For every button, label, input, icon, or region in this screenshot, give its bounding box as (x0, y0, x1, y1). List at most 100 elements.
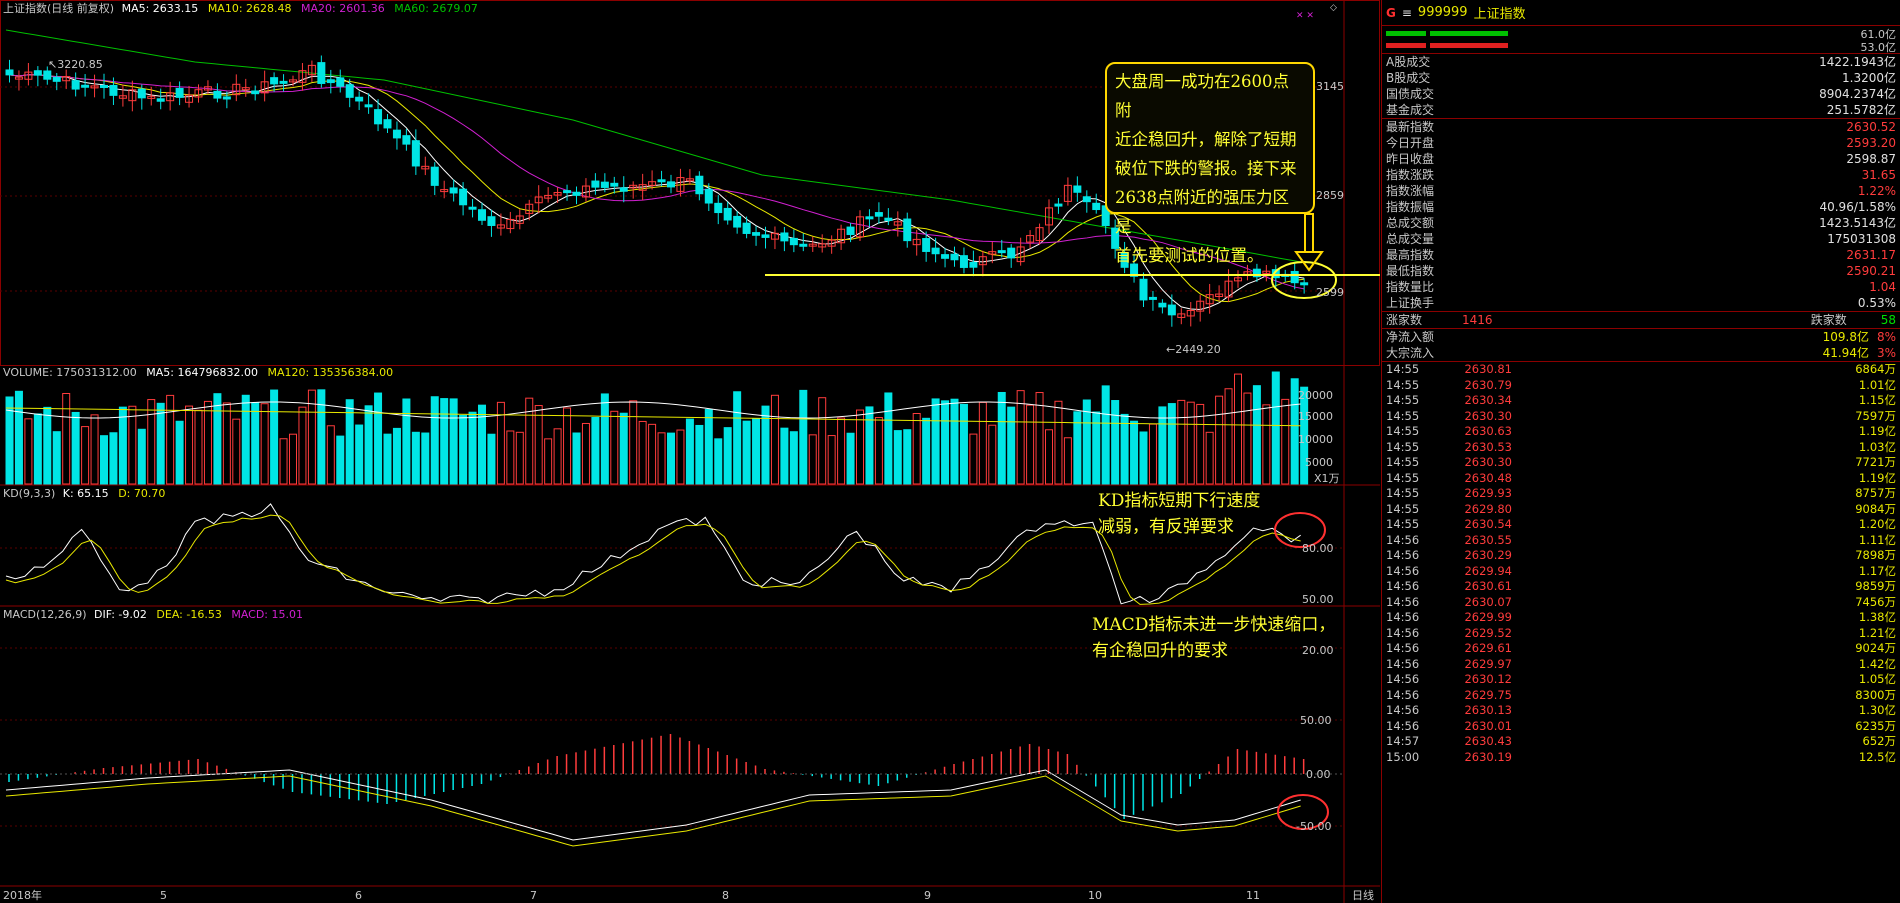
breadth-row: 涨家数 1416 跌家数 58 (1386, 313, 1896, 327)
tick-price: 2630.19 (1464, 749, 1512, 764)
chart-area[interactable]: ↖3220.85 ←2449.20 3145 2859 2599 20000 1… (0, 0, 1395, 903)
tick-price: 2630.43 (1464, 734, 1512, 748)
annotation-line: KD指标短期下行速度 (1098, 491, 1261, 511)
tick-price: 2630.81 (1464, 362, 1512, 376)
tick-volume: 1.15亿 (1858, 393, 1896, 407)
candle-body (1177, 313, 1186, 318)
volume-bar (827, 435, 836, 485)
candlestick-chart[interactable]: ↖3220.85 ←2449.20 3145 2859 2599 20000 1… (0, 0, 1395, 903)
volume-bar (1196, 403, 1205, 485)
volume-bar (808, 434, 817, 485)
tick-volume: 1.42亿 (1858, 656, 1896, 671)
candle-body (978, 256, 987, 266)
macd-tick: 0.00 (1306, 768, 1331, 781)
tick-list[interactable]: 14:55 2630.81 6864万 14:55 2630.79 1.01亿 14:55 2… (1382, 362, 1900, 765)
candle-body (1224, 280, 1233, 298)
stat-row: 指数量比 1.04 (1382, 279, 1900, 295)
volume-bar (1111, 400, 1120, 485)
top-right-icons[interactable]: ✕ ✕ ◇ (1296, 3, 1337, 21)
tick-price: 2630.79 (1464, 377, 1512, 392)
stat-row: 今日开盘 2593.20 (1382, 135, 1900, 151)
volume-bar (1139, 431, 1148, 485)
candle-body (62, 76, 71, 82)
turnover-value: 251.5782亿 (1826, 103, 1896, 117)
tick-volume: 1.21亿 (1858, 625, 1896, 640)
candle-body (1111, 227, 1120, 249)
tick-volume: 8757万 (1855, 486, 1896, 500)
volume-bar (1054, 400, 1063, 485)
ma-line (5, 29, 1301, 263)
tick-volume: 7456万 (1855, 594, 1896, 609)
volume-bar (222, 402, 231, 485)
volume-bar (24, 418, 33, 485)
volume-bar (959, 403, 968, 485)
tick-price: 2630.30 (1464, 455, 1512, 469)
tick-row: 14:56 2629.61 9024万 (1382, 641, 1900, 657)
volume-bar (600, 393, 609, 485)
tick-time: 14:55 (1386, 362, 1420, 376)
volume-bar (789, 431, 798, 485)
volume-bar (336, 435, 345, 485)
volume-bar (667, 432, 675, 485)
stat-label: 总成交额 (1386, 216, 1435, 230)
annotation-line: 大盘周一成功在2600点附 (1115, 72, 1289, 120)
candle-body (1007, 247, 1016, 259)
volume-bar (544, 438, 553, 485)
tick-volume: 7721万 (1855, 455, 1896, 469)
menu-icon[interactable]: ≡ (1401, 5, 1412, 20)
tick-price: 2630.54 (1464, 517, 1512, 531)
tick-volume: 9859万 (1855, 579, 1896, 593)
candle-body (969, 261, 978, 268)
volume-bar (969, 433, 978, 485)
candle-body (1196, 300, 1205, 312)
candle-body (81, 84, 90, 88)
volume-bar (638, 420, 647, 485)
stat-label: 最低指数 (1386, 264, 1435, 278)
candle-body (1215, 293, 1224, 298)
stock-code: 999999 (1417, 5, 1468, 20)
tick-time: 14:56 (1386, 532, 1420, 547)
tick-price: 2630.29 (1464, 548, 1512, 562)
volume-bar (856, 409, 864, 485)
volume-bar (1101, 385, 1110, 485)
stat-value: 175031308 (1827, 232, 1896, 246)
candle-body (959, 255, 968, 268)
tick-row: 14:56 2630.01 6235万 (1382, 719, 1900, 735)
macd-tick: -50.00 (1296, 820, 1331, 833)
volume-bar (241, 394, 250, 485)
market-icon[interactable]: G (1386, 5, 1396, 20)
candle-body (1120, 252, 1129, 268)
turnover-row: 国债成交 8904.2374亿 (1382, 86, 1900, 102)
volume-bar (279, 438, 288, 485)
volume-bar (629, 400, 638, 485)
volume-bar (1224, 388, 1233, 485)
stat-value: 2630.52 (1846, 120, 1896, 134)
tick-row: 14:55 2630.30 7721万 (1382, 455, 1900, 471)
candle-body (364, 104, 373, 108)
volume-bar (704, 408, 713, 485)
volume-bar (175, 420, 184, 485)
volume-bar (62, 393, 71, 485)
volume-bar (307, 389, 316, 485)
candle-body (685, 178, 694, 182)
turnover-label: B股成交 (1386, 71, 1431, 85)
volume-bar (147, 399, 156, 485)
flow-values: 41.94亿 3% (1823, 345, 1896, 361)
stat-label: 最高指数 (1386, 248, 1435, 262)
svg-text:◇: ◇ (1330, 3, 1337, 13)
candle-body (572, 191, 581, 196)
candle-body (90, 85, 99, 89)
volume-bar (770, 394, 779, 485)
candle-body (326, 79, 335, 84)
volume-bar (421, 432, 430, 485)
volume-bar (392, 427, 401, 485)
stat-row: 最高指数 2631.17 (1382, 247, 1900, 263)
volume-bar (884, 392, 893, 485)
candle-body (1092, 202, 1101, 211)
candle-body (714, 202, 723, 214)
candle-body (506, 218, 515, 230)
volume-bar (988, 424, 997, 485)
tick-time: 14:56 (1386, 579, 1420, 593)
tick-row: 14:57 2630.43 652万 (1382, 734, 1900, 750)
candle-body (109, 84, 118, 96)
